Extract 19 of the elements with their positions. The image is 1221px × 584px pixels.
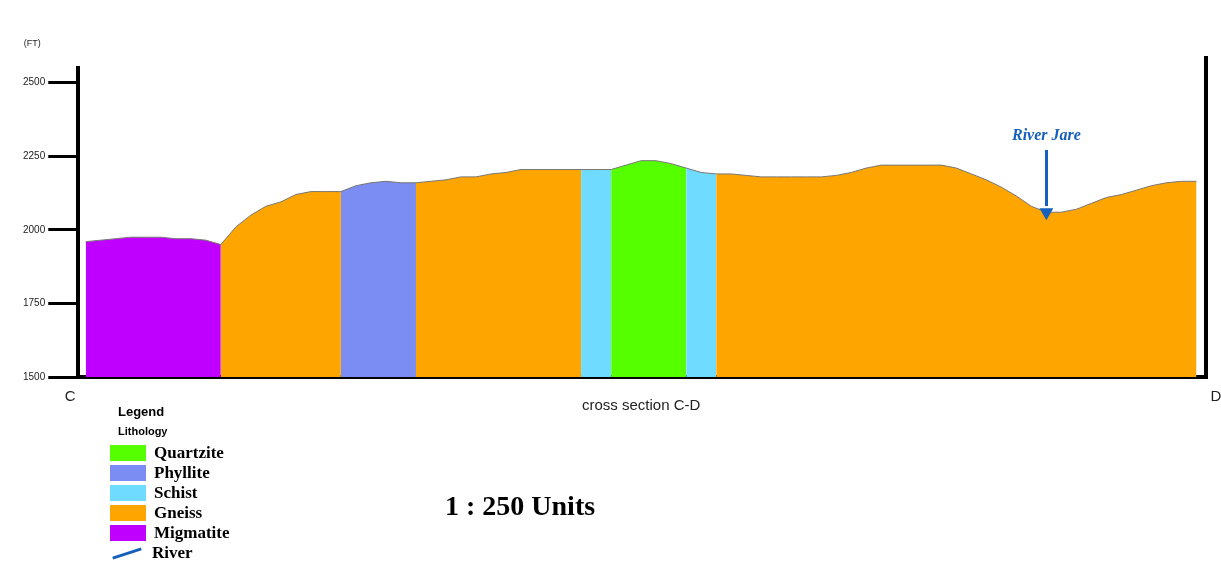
legend-label: River (152, 543, 193, 563)
x-axis-title: cross section C-D (581, 396, 701, 414)
y-tick-label: 2000 (23, 223, 46, 235)
y-tick-label: 2500 (23, 76, 46, 88)
text: Legend (118, 404, 166, 419)
y-axis-title: (FT) (23, 38, 41, 48)
annotation: River Jare (1010, 126, 1081, 144)
y-tick-label: 2250 (23, 150, 46, 162)
legend-label: Schist (154, 483, 198, 503)
y-tick-label: 1750 (23, 297, 46, 309)
text: 1 : 250 Units (445, 490, 596, 522)
legend-label: Migmatite (154, 523, 230, 543)
y-tick-label: 1500 (23, 370, 46, 382)
legend-label: Quartzite (154, 443, 224, 463)
legend-title: Lithology (118, 425, 169, 437)
legend-label: Gneiss (154, 503, 203, 523)
text: D (1210, 387, 1221, 404)
legend-label: Phyllite (154, 463, 210, 483)
text: C (64, 387, 76, 404)
